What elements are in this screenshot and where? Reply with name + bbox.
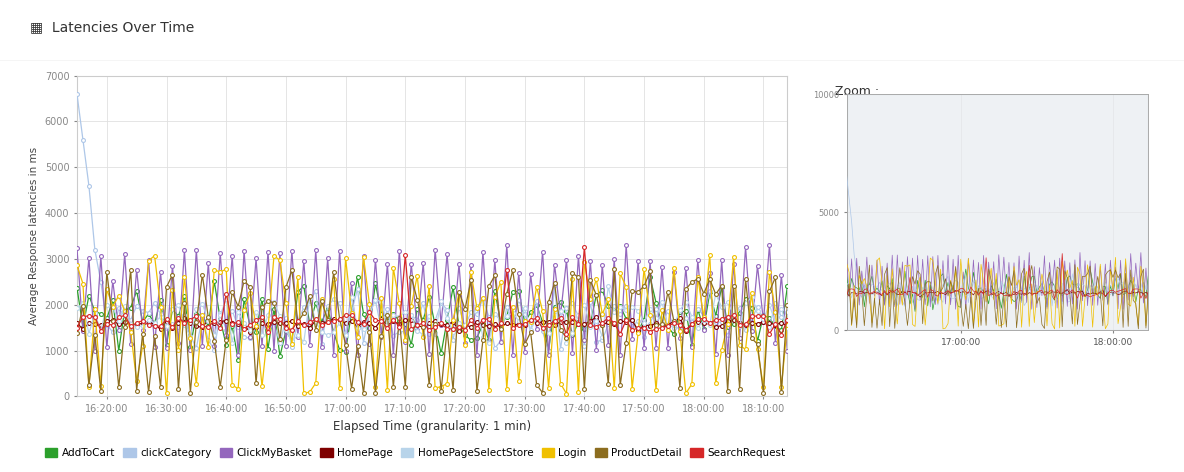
Text: Zoom :: Zoom : — [835, 85, 879, 98]
Text: ▦  Latencies Over Time: ▦ Latencies Over Time — [30, 21, 194, 34]
Legend: AddToCart, clickCategory, ClickMyBasket, HomePage, HomePageSelectStore, Login, P: AddToCart, clickCategory, ClickMyBasket,… — [40, 444, 790, 462]
X-axis label: Elapsed Time (granularity: 1 min): Elapsed Time (granularity: 1 min) — [333, 420, 532, 433]
Y-axis label: Average Response latencies in ms: Average Response latencies in ms — [30, 147, 39, 325]
